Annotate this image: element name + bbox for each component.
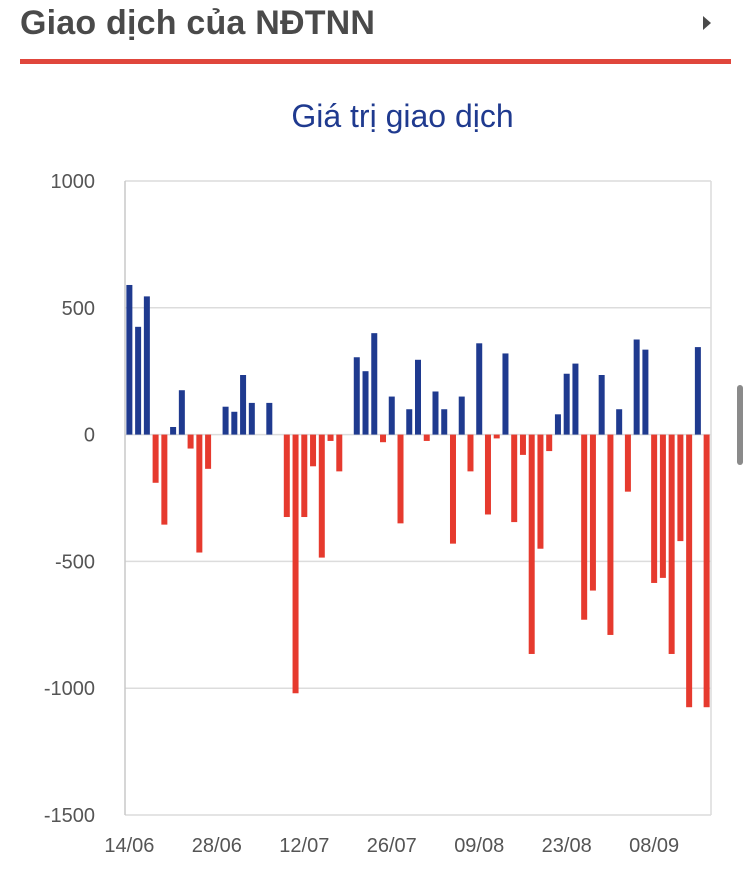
x-tick-label: 12/07 bbox=[279, 835, 329, 857]
bar bbox=[572, 363, 579, 435]
bar bbox=[432, 391, 439, 435]
bar bbox=[694, 347, 701, 435]
bar bbox=[178, 390, 185, 435]
bar bbox=[143, 296, 150, 435]
bar bbox=[187, 434, 194, 449]
bar bbox=[624, 434, 631, 492]
x-tick-label: 14/06 bbox=[104, 835, 154, 857]
bar bbox=[616, 409, 623, 435]
bar bbox=[677, 434, 684, 542]
bar bbox=[633, 339, 640, 435]
y-tick-label: -1500 bbox=[44, 805, 95, 827]
bar bbox=[222, 406, 229, 435]
y-tick-label: -500 bbox=[55, 551, 95, 573]
bar bbox=[397, 434, 404, 524]
bar bbox=[511, 434, 518, 523]
bar bbox=[484, 434, 491, 515]
bar bbox=[292, 434, 299, 694]
bar bbox=[362, 371, 369, 435]
bar bbox=[598, 375, 605, 435]
bar bbox=[196, 434, 203, 553]
bar bbox=[240, 375, 247, 435]
bar bbox=[703, 434, 710, 708]
bar bbox=[353, 357, 360, 435]
bar bbox=[607, 434, 614, 635]
bar bbox=[554, 414, 561, 435]
bar bbox=[152, 434, 159, 483]
bar bbox=[126, 284, 133, 435]
x-tick-label: 23/08 bbox=[542, 835, 592, 857]
bar bbox=[170, 426, 177, 435]
section-header: Giao dịch của NĐTNN bbox=[20, 0, 731, 64]
bar bbox=[449, 434, 456, 544]
bar bbox=[651, 434, 658, 583]
bar bbox=[467, 434, 474, 472]
chevron-right-icon[interactable] bbox=[703, 16, 711, 30]
x-tick-label: 28/06 bbox=[192, 835, 242, 857]
section-title: Giao dịch của NĐTNN bbox=[20, 4, 376, 42]
bar bbox=[415, 359, 421, 435]
scrollbar-thumb[interactable] bbox=[737, 385, 743, 465]
bar bbox=[458, 396, 465, 435]
bar bbox=[231, 411, 238, 435]
bar bbox=[318, 434, 325, 558]
bar bbox=[380, 434, 387, 443]
bar bbox=[519, 434, 526, 455]
x-tick-label: 26/07 bbox=[367, 835, 417, 857]
bar bbox=[406, 409, 413, 435]
bar bbox=[441, 409, 448, 435]
bar bbox=[205, 434, 212, 469]
x-tick-label: 08/09 bbox=[629, 835, 679, 857]
chart-title: Giá trị giao dịch bbox=[291, 98, 514, 134]
bar bbox=[327, 434, 334, 441]
bar bbox=[161, 434, 168, 525]
bar bbox=[546, 434, 553, 452]
bar bbox=[642, 349, 649, 435]
bar bbox=[135, 326, 142, 435]
bar bbox=[476, 343, 483, 435]
bar bbox=[668, 434, 675, 654]
header-divider bbox=[20, 59, 731, 64]
bar bbox=[537, 434, 544, 549]
bar bbox=[563, 373, 570, 435]
y-tick-label: 500 bbox=[62, 298, 95, 320]
bar bbox=[659, 434, 666, 578]
bar bbox=[336, 434, 343, 472]
bar bbox=[301, 434, 308, 518]
bar bbox=[266, 402, 273, 435]
x-tick-label: 09/08 bbox=[454, 835, 504, 857]
y-tick-label: -1000 bbox=[44, 678, 95, 700]
bar bbox=[589, 434, 596, 591]
bar bbox=[502, 353, 509, 435]
bar bbox=[283, 434, 290, 518]
bar bbox=[248, 402, 255, 435]
bar bbox=[686, 434, 693, 708]
bar bbox=[493, 434, 500, 439]
y-tick-label: 1000 bbox=[51, 171, 96, 193]
bar bbox=[581, 434, 588, 620]
bar bbox=[423, 434, 430, 441]
bar bbox=[528, 434, 535, 654]
bar bbox=[371, 333, 378, 435]
y-tick-label: 0 bbox=[84, 425, 95, 447]
bar bbox=[388, 396, 395, 435]
bar bbox=[310, 434, 317, 467]
